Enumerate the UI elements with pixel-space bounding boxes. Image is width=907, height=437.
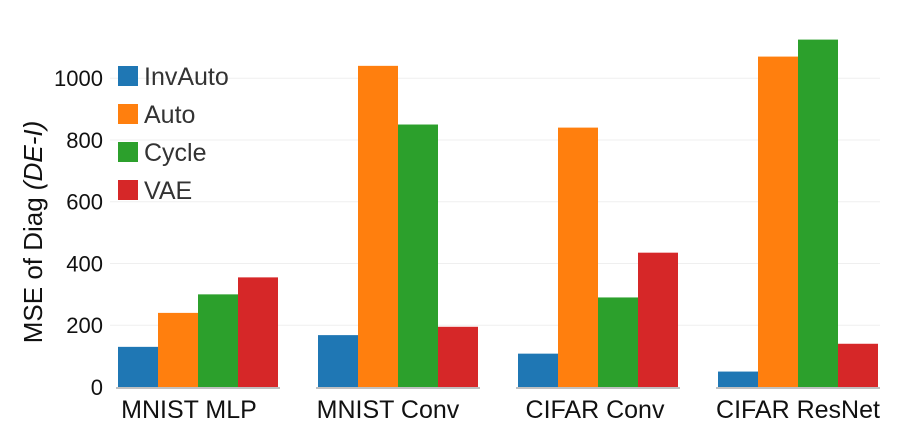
bar-cycle-2 [398,124,438,388]
bar-vae-2 [438,326,478,387]
y-tick-label: 200 [66,313,103,338]
y-tick-label: 0 [91,375,103,400]
bar-invauto-3 [518,353,558,387]
bar-auto-3 [558,127,598,387]
y-axis-title-italic: (DE-I) [18,121,48,190]
legend-swatch-cycle [118,142,138,162]
y-axis-title: MSE of Diag (DE-I) [18,121,48,344]
category-label: CIFAR ResNet [716,396,880,424]
category-label: MNIST Conv [317,396,460,424]
legend-swatch-vae [118,180,138,200]
bar-auto-2 [358,65,398,388]
bar-cycle-1 [198,294,238,387]
legend-label-cycle: Cycle [144,139,207,167]
bar-vae-4 [838,343,878,387]
legend-label-vae: VAE [144,177,192,205]
y-tick-label: 800 [66,128,103,153]
bar-vae-3 [638,252,678,387]
category-label: MNIST MLP [121,396,257,424]
legend-swatch-invauto [118,66,138,86]
bar-auto-1 [158,312,198,387]
bar-invauto-1 [118,346,158,387]
gridlines [110,77,880,326]
legend-label-invauto: InvAuto [144,63,229,91]
y-tick-label: 1000 [54,66,103,91]
bar-invauto-4 [718,371,758,387]
category-labels: MNIST MLP MNIST Conv CIFAR Conv CIFAR ResNe… [121,396,880,424]
bar-cycle-3 [598,297,638,387]
y-tick-label: 600 [66,190,103,215]
legend: InvAuto Auto Cycle VAE [118,63,229,205]
bars [118,39,878,388]
legend-swatch-auto [118,104,138,124]
bar-vae-1 [238,277,278,387]
bar-invauto-2 [318,335,358,387]
bar-cycle-4 [798,39,838,387]
bar-auto-4 [758,56,798,388]
legend-label-auto: Auto [144,101,195,129]
y-tick-label: 400 [66,251,103,276]
y-tick-labels: 0 200 400 600 800 1000 [54,66,103,400]
y-axis-title-main: MSE of Diag [18,190,48,343]
category-label: CIFAR Conv [526,396,665,424]
